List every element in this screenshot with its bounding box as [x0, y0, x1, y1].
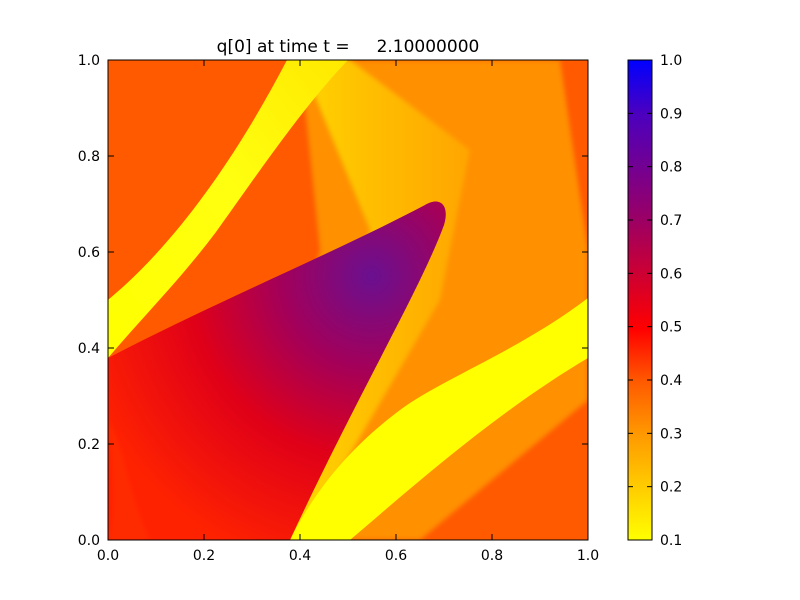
colorbar-tick-label: 0.9 — [660, 106, 682, 122]
y-tick-label: 1.0 — [78, 53, 100, 69]
x-axis: 0.0 0.2 0.4 0.6 0.8 1.0 — [97, 60, 599, 564]
x-tick-label: 0.2 — [193, 548, 215, 564]
colorbar-tick-label: 0.7 — [660, 213, 682, 229]
colorbar-tick-label: 0.5 — [660, 320, 682, 336]
colorbar-tick-label: 0.8 — [660, 160, 682, 176]
colorbar-tick-label: 0.4 — [660, 373, 682, 389]
colorbar-tick-label: 0.3 — [660, 426, 682, 442]
x-tick-label: 0.0 — [97, 548, 119, 564]
x-tick-label: 0.6 — [385, 548, 407, 564]
y-tick-label: 0.6 — [78, 245, 100, 261]
x-tick-label: 0.8 — [481, 548, 503, 564]
colorbar-ticks: 0.1 0.2 0.3 0.4 0.5 0.6 0.7 0.8 0.9 1.0 — [628, 53, 682, 549]
heatmap-upper-left-band — [108, 60, 348, 358]
colorbar-tick-label: 0.2 — [660, 480, 682, 496]
heatmap-blob — [108, 201, 446, 540]
y-tick-label: 0.4 — [78, 341, 100, 357]
y-axis: 0.0 0.2 0.4 0.6 0.8 1.0 — [78, 53, 588, 549]
colorbar-tick-label: 0.1 — [660, 533, 682, 549]
y-tick-label: 0.2 — [78, 437, 100, 453]
colorbar-tick-label: 0.6 — [660, 266, 682, 282]
colorbar: 0.1 0.2 0.3 0.4 0.5 0.6 0.7 0.8 0.9 1.0 — [627, 53, 682, 549]
x-tick-label: 0.4 — [289, 548, 311, 564]
chart-title: q[0] at time t = 2.10000000 — [217, 37, 480, 57]
plot-frame — [107, 59, 589, 541]
colorbar-frame — [627, 59, 653, 541]
y-tick-label: 0.8 — [78, 149, 100, 165]
heatmap-field — [108, 60, 588, 540]
heatmap-blob-edge — [108, 420, 150, 540]
x-tick-label: 1.0 — [577, 548, 599, 564]
heatmap-lower-right-band — [290, 298, 588, 540]
y-tick-label: 0.0 — [78, 533, 100, 549]
colorbar-gradient — [628, 60, 652, 540]
colorbar-tick-label: 1.0 — [660, 53, 682, 69]
